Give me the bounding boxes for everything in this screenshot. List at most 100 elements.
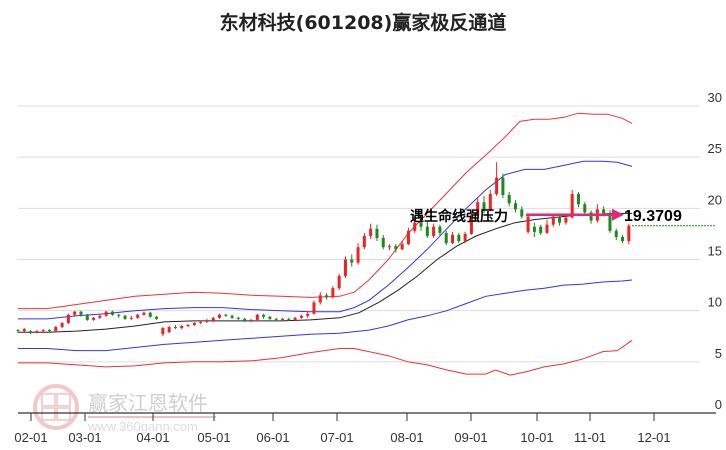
candle-body xyxy=(161,328,165,335)
candle-body xyxy=(230,315,234,318)
candle-body xyxy=(627,225,631,242)
candle-body xyxy=(318,295,322,303)
candle-body xyxy=(312,302,316,314)
candle-body xyxy=(551,216,555,225)
y-tick-label: 5 xyxy=(715,346,722,361)
candle-body xyxy=(104,311,108,316)
chart-title: 东材科技(601208)赢家极反通道 xyxy=(219,12,507,34)
candle-body xyxy=(476,202,480,216)
candle-body xyxy=(501,177,505,196)
candle-body xyxy=(413,222,417,231)
x-tick-label: 11-01 xyxy=(574,430,606,445)
candle-body xyxy=(526,216,530,232)
annotation-label: 遇生命线强压力 xyxy=(410,208,508,225)
candle-body xyxy=(299,315,303,318)
candle-body xyxy=(469,215,473,234)
candle-body xyxy=(614,230,618,237)
candle-body xyxy=(331,288,335,298)
candlesticks xyxy=(16,162,631,337)
candle-body xyxy=(570,194,574,218)
candle-body xyxy=(463,233,467,242)
candle-body xyxy=(110,311,114,315)
candle-body xyxy=(356,247,360,263)
candle-body xyxy=(545,224,549,233)
candle-body xyxy=(173,327,177,329)
y-tick-label: 0 xyxy=(715,397,722,412)
y-tick-label: 15 xyxy=(708,244,722,259)
candle-body xyxy=(224,314,228,316)
candle-body xyxy=(558,216,562,223)
candle-body xyxy=(589,212,593,221)
candle-body xyxy=(432,226,436,236)
candle-body xyxy=(255,314,259,320)
candle-body xyxy=(381,238,385,248)
candle-body xyxy=(262,314,266,317)
candle-body xyxy=(79,311,83,315)
candle-body xyxy=(608,213,612,231)
candle-body xyxy=(621,236,625,242)
candle-body xyxy=(142,312,146,315)
candle-body xyxy=(29,331,33,333)
x-tick-label: 07-01 xyxy=(320,430,353,445)
candle-body xyxy=(425,226,429,236)
candle-body xyxy=(199,321,203,323)
y-tick-label: 20 xyxy=(708,192,722,207)
candle-body xyxy=(583,204,587,213)
candle-body xyxy=(539,226,543,233)
candle-body xyxy=(66,314,70,323)
candle-body xyxy=(457,234,461,242)
y-tick-label: 10 xyxy=(708,295,722,310)
candle-body xyxy=(192,322,196,325)
candle-body xyxy=(564,217,568,223)
watermark-name: 赢家江恩软件 xyxy=(88,391,208,415)
candle-body xyxy=(22,329,26,332)
candle-body xyxy=(394,246,398,250)
candle-body xyxy=(369,228,373,236)
candle-body xyxy=(306,313,310,316)
candle-body xyxy=(123,315,127,319)
x-tick-label: 10-01 xyxy=(520,430,553,445)
candle-body xyxy=(532,226,536,232)
candle-body xyxy=(400,244,404,250)
candle-body xyxy=(513,203,517,210)
candle-body xyxy=(406,230,410,245)
candle-body xyxy=(482,202,486,211)
x-tick-label: 08-01 xyxy=(390,430,423,445)
candle-body xyxy=(117,314,121,316)
candle-body xyxy=(268,316,272,319)
x-axis: 02-01 03-01 04-01 05-01 06-01 07-01 08-01 09-01… xyxy=(14,412,716,445)
candle-body xyxy=(274,318,278,320)
candle-body xyxy=(129,317,133,319)
candle-body xyxy=(205,320,209,322)
pressure-annotation: 遇生命线强压力 19.3709 xyxy=(410,208,716,227)
candle-body xyxy=(16,330,20,332)
candle-body xyxy=(343,259,347,276)
upper-outer-band-line xyxy=(18,112,633,310)
x-tick-label: 05-01 xyxy=(197,430,230,445)
candle-body xyxy=(488,194,492,211)
candle-body xyxy=(325,295,329,298)
candle-body xyxy=(35,331,39,333)
candle-body xyxy=(148,312,152,317)
annotation-value: 19.3709 xyxy=(624,208,682,225)
channel-bands xyxy=(18,112,633,376)
y-tick-label: 30 xyxy=(708,90,722,105)
candle-body xyxy=(180,326,184,329)
candle-body xyxy=(438,226,442,233)
candle-body xyxy=(362,235,366,248)
candle-body xyxy=(249,319,253,321)
candle-body xyxy=(136,314,140,318)
candle-body xyxy=(236,317,240,319)
candle-body xyxy=(520,209,524,217)
candle-body xyxy=(85,314,89,320)
candle-body xyxy=(602,209,606,214)
candle-body xyxy=(73,311,77,315)
candle-body xyxy=(47,330,51,332)
candle-body xyxy=(293,317,297,320)
candle-body xyxy=(167,327,171,333)
candle-body xyxy=(211,317,215,321)
lower-inner-band-line xyxy=(18,279,633,352)
candle-body xyxy=(92,317,96,320)
candle-body xyxy=(350,259,354,263)
